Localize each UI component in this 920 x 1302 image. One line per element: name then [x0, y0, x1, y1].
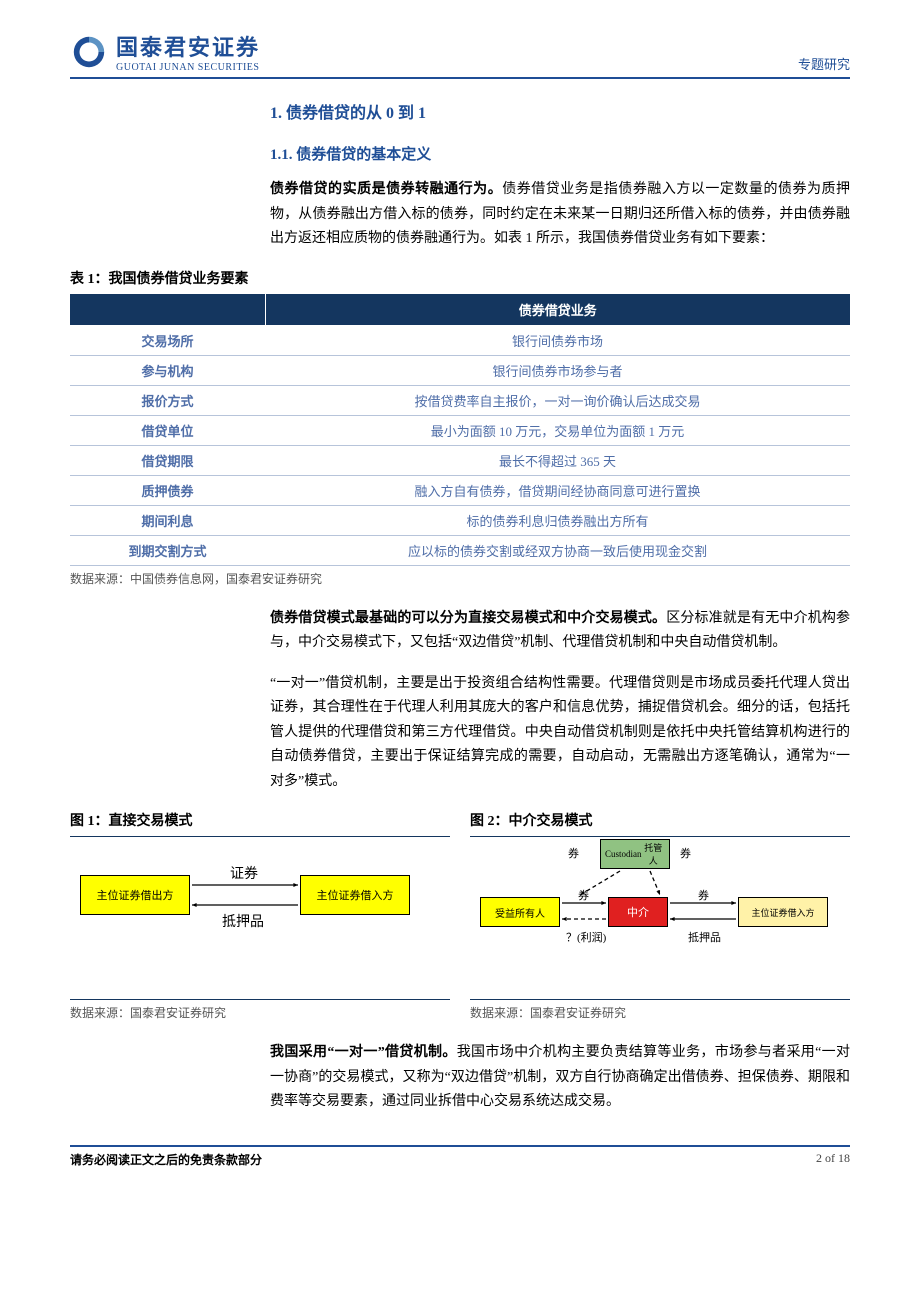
table1-header-left [70, 294, 265, 326]
table-row-value: 银行间债券市场 [265, 325, 850, 355]
table1-caption: 表 1：我国债券借贷业务要素 [70, 268, 850, 288]
paragraph-3: “一对一”借贷机制，主要是出于投资组合结构性需要。代理借贷则是市场成员委托代理人… [270, 672, 850, 795]
table-row-value: 按借贷费率自主报价，一对一询价确认后达成交易 [265, 385, 850, 415]
table-row-label: 报价方式 [70, 385, 265, 415]
company-logo: 国泰君安证券 GUOTAI JUNAN SECURITIES [70, 30, 260, 73]
header-tag: 专题研究 [798, 54, 850, 73]
page-footer: 请务必阅读正文之后的免责条款部分 2 of 18 [70, 1145, 850, 1168]
fig2-caption: 图 2：中介交易模式 [470, 810, 850, 830]
table-row: 借贷单位最小为面额 10 万元，交易单位为面额 1 万元 [70, 415, 850, 445]
fig2-label-profit: ？(利润) [566, 929, 606, 945]
footer-page-num: 2 of 18 [816, 1151, 850, 1168]
fig1-source: 数据来源：国泰君安证券研究 [70, 1004, 450, 1021]
company-name-en: GUOTAI JUNAN SECURITIES [116, 62, 260, 73]
table-row-label: 期间利息 [70, 505, 265, 535]
fig1-label-top: 证券 [230, 863, 258, 883]
fig1-label-bottom: 抵押品 [222, 911, 264, 931]
table-row-label: 借贷期限 [70, 445, 265, 475]
table-row: 借贷期限最长不得超过 365 天 [70, 445, 850, 475]
table1: 债券借贷业务 交易场所银行间债券市场参与机构银行间债券市场参与者报价方式按借贷费… [70, 294, 850, 566]
table-row-label: 交易场所 [70, 325, 265, 355]
table-row-label: 参与机构 [70, 355, 265, 385]
table-row-value: 最长不得超过 365 天 [265, 445, 850, 475]
fig2-label-quan-ml: 券 [578, 887, 589, 903]
fig2-label-quan-tl: 券 [568, 845, 579, 861]
table-row: 参与机构银行间债券市场参与者 [70, 355, 850, 385]
table-row-value: 应以标的债券交割或经双方协商一致后使用现金交割 [265, 535, 850, 565]
fig2-diagram: Custodian托管人受益所有人中介主位证券借入方券券券券？(利润)抵押品 [470, 836, 850, 1000]
table-row-value: 最小为面额 10 万元，交易单位为面额 1 万元 [265, 415, 850, 445]
logo-icon [70, 33, 108, 71]
fig2-source: 数据来源：国泰君安证券研究 [470, 1004, 850, 1021]
section-title: 1. 债券借贷的从 0 到 1 [270, 99, 850, 123]
fig2-arrow-cust-r-icon [470, 837, 850, 999]
table-row-value: 融入方自有债券，借贷期间经协商同意可进行置换 [265, 475, 850, 505]
table-row-value: 标的债券利息归债券融出方所有 [265, 505, 850, 535]
table-row-value: 银行间债券市场参与者 [265, 355, 850, 385]
fig1-diagram: 主位证券借出方主位证券借入方证券抵押品 [70, 836, 450, 1000]
fig2-label-quan-tr: 券 [680, 845, 691, 861]
table-row: 期间利息标的债券利息归债券融出方所有 [70, 505, 850, 535]
paragraph-1: 债券借贷的实质是债券转融通行为。债券借贷业务是指债券融入方以一定数量的债券为质押… [270, 178, 850, 252]
table-row: 到期交割方式应以标的债券交割或经双方协商一致后使用现金交割 [70, 535, 850, 565]
table-row-label: 借贷单位 [70, 415, 265, 445]
table-row: 交易场所银行间债券市场 [70, 325, 850, 355]
table1-source: 数据来源：中国债券信息网，国泰君安证券研究 [70, 570, 850, 587]
fig1-caption: 图 1：直接交易模式 [70, 810, 450, 830]
table-row: 报价方式按借贷费率自主报价，一对一询价确认后达成交易 [70, 385, 850, 415]
table-row: 质押债券融入方自有债券，借贷期间经协商同意可进行置换 [70, 475, 850, 505]
subsection-title: 1.1. 债券借贷的基本定义 [270, 143, 850, 164]
table1-header-right: 债券借贷业务 [265, 294, 850, 326]
paragraph-4: 我国采用“一对一”借贷机制。我国市场中介机构主要负责结算等业务，市场参与者采用“… [270, 1041, 850, 1115]
table-row-label: 质押债券 [70, 475, 265, 505]
company-name-cn: 国泰君安证券 [116, 30, 260, 62]
page-header: 国泰君安证券 GUOTAI JUNAN SECURITIES 专题研究 [70, 30, 850, 79]
fig2-label-quan-mr: 券 [698, 887, 709, 903]
para1-bold: 债券借贷的实质是债券转融通行为。 [270, 182, 502, 197]
fig2-label-collateral: 抵押品 [688, 929, 721, 945]
para4-bold: 我国采用“一对一”借贷机制。 [270, 1045, 457, 1060]
paragraph-2: 债券借贷模式最基础的可以分为直接交易模式和中介交易模式。区分标准就是有无中介机构… [270, 607, 850, 656]
table-row-label: 到期交割方式 [70, 535, 265, 565]
para2-bold: 债券借贷模式最基础的可以分为直接交易模式和中介交易模式。 [270, 611, 666, 626]
figures-row: 图 1：直接交易模式 主位证券借出方主位证券借入方证券抵押品 数据来源：国泰君安… [70, 810, 850, 1041]
footer-disclaimer: 请务必阅读正文之后的免责条款部分 [70, 1151, 262, 1168]
